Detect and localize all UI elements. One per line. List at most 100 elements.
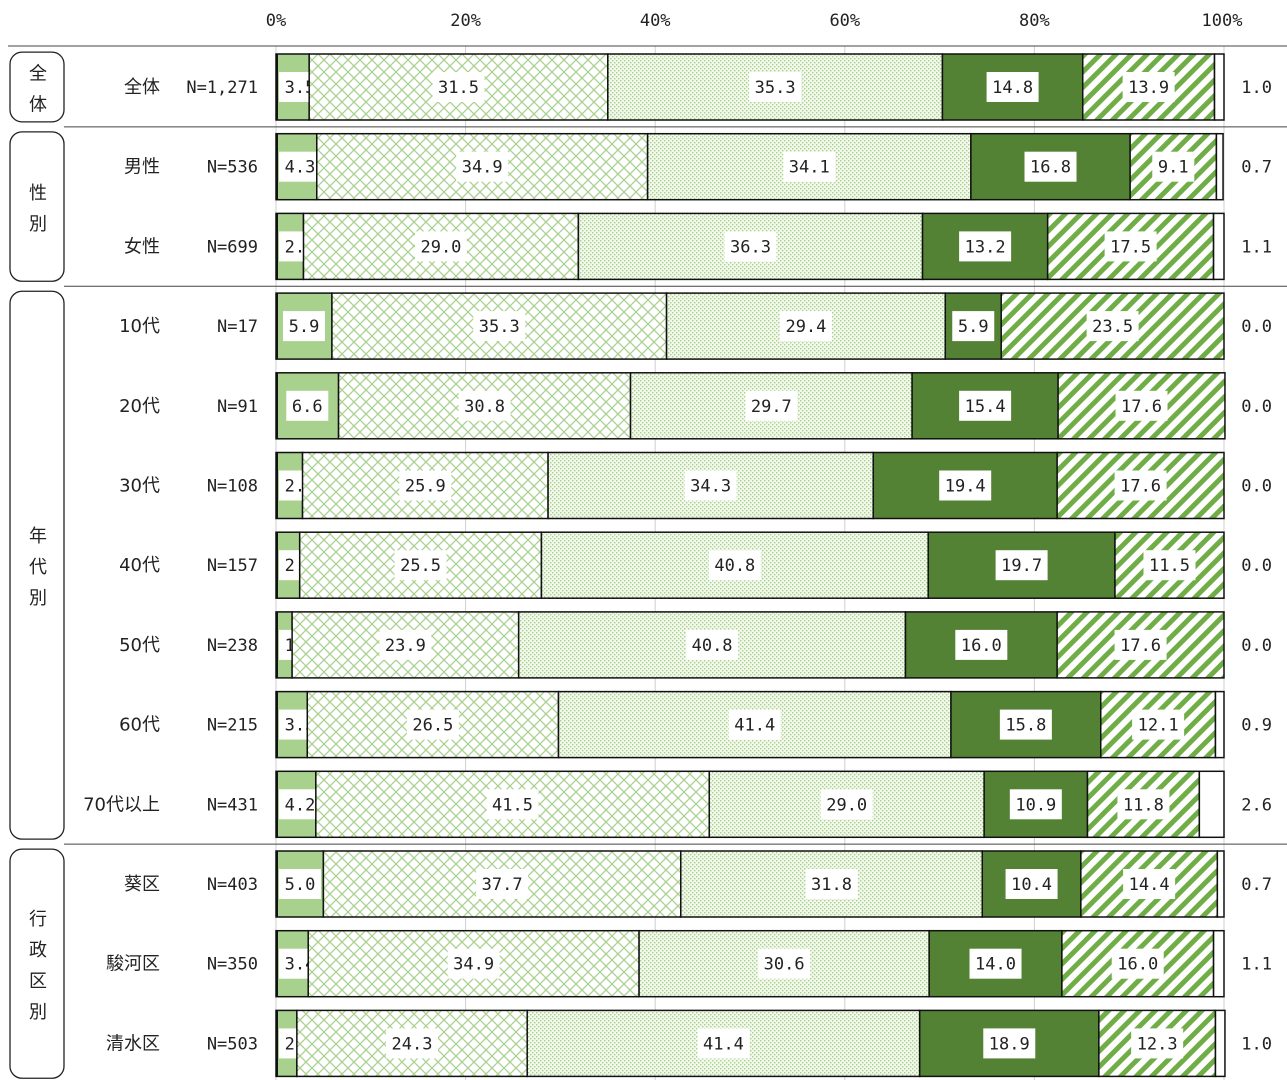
data-label: 36.3 xyxy=(730,237,771,257)
data-label-bg xyxy=(959,390,1012,421)
category-label: 清水区 xyxy=(106,1033,160,1054)
data-label-bg xyxy=(1024,151,1077,182)
data-label: 30.8 xyxy=(464,397,505,417)
data-label-bg xyxy=(1143,550,1196,581)
data-label-bg xyxy=(486,789,539,820)
category-label: 男性 xyxy=(124,157,160,178)
data-label-bg xyxy=(399,470,452,501)
data-label-bg xyxy=(1114,629,1167,660)
data-label: 0.7 xyxy=(1241,875,1272,895)
n-label: N=699 xyxy=(207,237,258,257)
data-label-bg xyxy=(282,311,325,342)
data-label-bg xyxy=(999,709,1052,740)
bar-segment xyxy=(1213,53,1225,121)
data-label-bg xyxy=(476,869,529,899)
data-label: 25.5 xyxy=(400,556,441,576)
data-label: 13.2 xyxy=(965,237,1006,257)
data-label: 31.8 xyxy=(811,875,852,895)
data-label-bg xyxy=(406,709,459,740)
data-label-bg xyxy=(1132,709,1185,740)
data-label-bg xyxy=(1005,869,1058,899)
data-label-bg xyxy=(783,151,836,182)
data-label-bg xyxy=(1009,789,1062,820)
x-tick-label: 40% xyxy=(640,11,671,31)
bar-segment xyxy=(665,292,947,360)
data-label: 14.4 xyxy=(1129,875,1170,895)
data-label: 19.7 xyxy=(1001,556,1042,576)
data-label-bg xyxy=(456,151,509,182)
bar-segment xyxy=(1198,770,1225,839)
category-label: 70代以上 xyxy=(83,794,160,815)
category-label: 女性 xyxy=(124,236,160,257)
category-label: 20代 xyxy=(119,396,160,417)
n-label: N=17 xyxy=(217,317,258,337)
category-label: 全体 xyxy=(124,77,160,98)
data-label: 30.6 xyxy=(764,955,805,975)
data-label-bg xyxy=(686,629,739,660)
n-label: N=238 xyxy=(207,636,258,656)
data-label: 26.5 xyxy=(412,716,453,736)
category-label: 葵区 xyxy=(124,874,160,895)
data-label-bg xyxy=(995,550,1048,581)
data-label-bg xyxy=(955,629,1008,660)
data-label: 9.1 xyxy=(1158,158,1189,178)
data-label-bg xyxy=(1122,72,1175,102)
data-label: 35.3 xyxy=(479,317,520,337)
n-label: N=350 xyxy=(207,955,258,975)
data-label-bg xyxy=(697,1028,750,1059)
data-label: 0.0 xyxy=(1241,317,1272,337)
data-label-bg xyxy=(473,311,526,342)
bar-segment xyxy=(1214,690,1225,759)
x-tick-label: 100% xyxy=(1202,11,1243,31)
data-label-bg xyxy=(1104,231,1157,262)
data-label: 23.5 xyxy=(1092,317,1133,337)
data-label-bg xyxy=(1131,1028,1184,1059)
data-label: 24.3 xyxy=(392,1034,433,1054)
data-label: 29.4 xyxy=(785,317,826,337)
data-label: 0.0 xyxy=(1241,636,1272,656)
data-label: 34.9 xyxy=(453,955,494,975)
data-label: 1.0 xyxy=(1241,1034,1272,1054)
data-label: 41.4 xyxy=(734,716,775,736)
n-label: N=91 xyxy=(217,397,258,417)
data-label-bg xyxy=(386,1028,439,1059)
data-label: 1.0 xyxy=(1241,78,1272,98)
bar-segment xyxy=(1212,212,1225,281)
data-label: 15.8 xyxy=(1005,716,1046,736)
data-label: 0.0 xyxy=(1241,556,1272,576)
data-label: 3.5 xyxy=(285,78,316,98)
data-label: 29.0 xyxy=(420,237,461,257)
data-label-bg xyxy=(959,231,1012,262)
data-label-bg xyxy=(969,948,1022,979)
data-label: 0.0 xyxy=(1241,477,1272,497)
data-label: 5.9 xyxy=(289,317,320,337)
data-label-bg xyxy=(805,869,858,899)
data-label: 35.3 xyxy=(755,78,796,98)
group-label: 年代別 xyxy=(29,526,47,609)
group-label: 行政区別 xyxy=(29,909,47,1023)
n-label: N=503 xyxy=(207,1034,258,1054)
bars: 3.5 31.5 35.3 14.8 13.9 1.0 4.3 34.9 34.1 16.8 9.1… xyxy=(275,53,1272,1078)
data-label-bg xyxy=(1123,869,1176,899)
data-label: 31.5 xyxy=(438,78,479,98)
category-label: 50代 xyxy=(119,635,160,656)
category-label: 30代 xyxy=(119,476,160,497)
data-label: 14.8 xyxy=(992,78,1033,98)
data-label: 16.8 xyxy=(1030,158,1071,178)
x-tick-label: 20% xyxy=(450,11,481,31)
data-label-bg xyxy=(1114,470,1167,501)
data-label: 16.0 xyxy=(961,636,1002,656)
data-label: 34.9 xyxy=(462,158,503,178)
data-label: 14.0 xyxy=(975,955,1016,975)
n-label: N=431 xyxy=(207,795,258,815)
data-label: 40.8 xyxy=(714,556,755,576)
data-label-bg xyxy=(414,231,467,262)
data-label: 11.5 xyxy=(1149,556,1190,576)
data-label: 17.6 xyxy=(1120,477,1161,497)
data-label: 6.6 xyxy=(292,397,323,417)
data-label: 0.7 xyxy=(1241,158,1272,178)
data-label: 2.6 xyxy=(1241,795,1272,815)
data-label-bg xyxy=(1152,151,1195,182)
category-label: 駿河区 xyxy=(106,954,160,975)
group-bracket xyxy=(9,131,65,282)
